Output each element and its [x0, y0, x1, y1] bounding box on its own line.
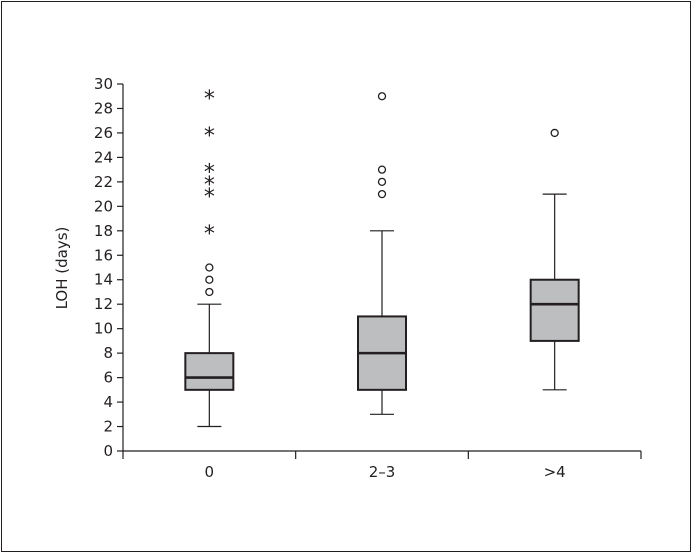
- box-iqr: [184, 352, 235, 391]
- y-axis-title: LOH (days): [53, 227, 71, 310]
- y-tick-label: 30: [94, 75, 113, 93]
- box-group: [357, 92, 407, 415]
- boxes: ******: [184, 87, 580, 428]
- box-group: [529, 128, 580, 391]
- x-axis: 0 2–3 >4: [122, 450, 642, 481]
- y-tick-label: 2: [103, 418, 113, 436]
- y-tick-label: 20: [94, 197, 113, 215]
- outlier-circle: [205, 287, 214, 297]
- outlier-extreme: *: [204, 87, 215, 112]
- outlier-circle: [377, 165, 387, 174]
- y-tick-label: 16: [94, 246, 113, 264]
- y-tick-label: 8: [103, 344, 113, 362]
- y-tick-label: 10: [94, 320, 113, 338]
- outlier-circle: [377, 189, 387, 199]
- box-iqr: [529, 278, 580, 342]
- outlier-circle: [205, 263, 214, 272]
- y-tick-label: 6: [103, 369, 113, 387]
- outlier-extreme: *: [204, 124, 215, 149]
- outlier-extreme: *: [204, 222, 215, 247]
- outlier-extreme: *: [204, 173, 215, 198]
- y-tick-label: 14: [94, 271, 113, 289]
- box-group: ******: [184, 87, 235, 428]
- outlier-extreme: *: [204, 185, 215, 210]
- y-tick-label: 22: [94, 173, 113, 191]
- y-tick-label: 28: [94, 99, 113, 117]
- y-tick-label: 12: [94, 295, 113, 313]
- x-category-label: 0: [205, 463, 215, 481]
- x-category-label: >4: [544, 463, 566, 481]
- y-tick-label: 0: [103, 442, 113, 460]
- y-tick-label: 4: [103, 393, 113, 411]
- outlier-circle: [205, 275, 214, 284]
- y-tick-label: 18: [94, 222, 113, 240]
- outlier-circle: [550, 128, 559, 138]
- y-tick-label: 26: [94, 124, 113, 142]
- x-category-label: 2–3: [369, 463, 396, 481]
- outlier-circle: [377, 177, 387, 187]
- y-tick-label: 24: [94, 148, 113, 166]
- outlier-circle: [377, 92, 387, 101]
- outlier-extreme: *: [204, 161, 215, 186]
